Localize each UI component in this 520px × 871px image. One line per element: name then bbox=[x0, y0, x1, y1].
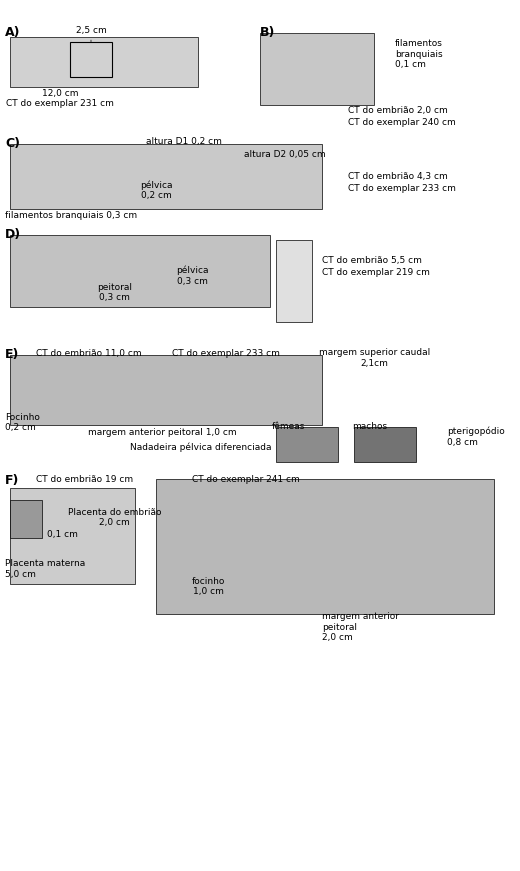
Text: 2,5 cm: 2,5 cm bbox=[75, 26, 107, 35]
Text: peitoral
0,3 cm: peitoral 0,3 cm bbox=[97, 283, 132, 302]
Text: CT do exemplar 233 cm: CT do exemplar 233 cm bbox=[348, 184, 456, 192]
Bar bbox=[70, 42, 112, 77]
FancyBboxPatch shape bbox=[10, 235, 270, 307]
FancyBboxPatch shape bbox=[260, 33, 374, 105]
Text: CT do exemplar 219 cm: CT do exemplar 219 cm bbox=[322, 268, 430, 277]
Text: machos: machos bbox=[352, 422, 387, 430]
Text: 12,0 cm: 12,0 cm bbox=[42, 89, 78, 98]
Text: A): A) bbox=[5, 26, 21, 39]
Text: filamentos branquiais 0,3 cm: filamentos branquiais 0,3 cm bbox=[5, 211, 137, 219]
Text: pterigopódio
0,8 cm: pterigopódio 0,8 cm bbox=[447, 427, 505, 447]
Text: pélvica
0,2 cm: pélvica 0,2 cm bbox=[140, 180, 172, 200]
Text: CT do exemplar 241 cm: CT do exemplar 241 cm bbox=[192, 475, 300, 483]
Text: CT do embrião 19 cm: CT do embrião 19 cm bbox=[36, 475, 134, 483]
Text: pélvica
0,3 cm: pélvica 0,3 cm bbox=[176, 266, 209, 286]
FancyBboxPatch shape bbox=[276, 427, 338, 462]
Text: CT do embrião 2,0 cm: CT do embrião 2,0 cm bbox=[348, 106, 448, 115]
FancyBboxPatch shape bbox=[156, 479, 494, 614]
Text: Focinho
0,2 cm: Focinho 0,2 cm bbox=[5, 413, 40, 432]
FancyBboxPatch shape bbox=[10, 355, 322, 425]
Text: F): F) bbox=[5, 474, 20, 487]
Text: B): B) bbox=[260, 26, 276, 39]
Text: CT do exemplar 240 cm: CT do exemplar 240 cm bbox=[348, 118, 456, 127]
Text: Placenta do embrião
2,0 cm: Placenta do embrião 2,0 cm bbox=[68, 508, 161, 527]
Text: E): E) bbox=[5, 348, 20, 361]
Text: CT do embrião 4,3 cm: CT do embrião 4,3 cm bbox=[348, 172, 448, 180]
Text: CT do embrião 11,0 cm: CT do embrião 11,0 cm bbox=[36, 349, 142, 358]
FancyBboxPatch shape bbox=[10, 500, 42, 538]
FancyBboxPatch shape bbox=[10, 144, 322, 209]
Text: D): D) bbox=[5, 228, 21, 241]
Text: margem anterior
peitoral
2,0 cm: margem anterior peitoral 2,0 cm bbox=[322, 612, 399, 642]
Text: CT do embrião 5,5 cm: CT do embrião 5,5 cm bbox=[322, 256, 422, 265]
Text: CT do exemplar 233 cm: CT do exemplar 233 cm bbox=[172, 349, 279, 358]
Text: focinho
1,0 cm: focinho 1,0 cm bbox=[191, 577, 225, 596]
Text: margem superior caudal
2,1cm: margem superior caudal 2,1cm bbox=[319, 348, 430, 368]
Text: filamentos
branquiais
0,1 cm: filamentos branquiais 0,1 cm bbox=[395, 39, 443, 69]
FancyBboxPatch shape bbox=[10, 37, 198, 87]
Text: Nadadeira pélvica diferenciada: Nadadeira pélvica diferenciada bbox=[130, 442, 271, 452]
Text: altura D2 0,05 cm: altura D2 0,05 cm bbox=[244, 150, 326, 159]
FancyBboxPatch shape bbox=[10, 488, 135, 584]
Text: margem anterior peitoral 1,0 cm: margem anterior peitoral 1,0 cm bbox=[88, 428, 237, 436]
Text: 0,1 cm: 0,1 cm bbox=[47, 530, 77, 538]
Text: Placenta materna
5,0 cm: Placenta materna 5,0 cm bbox=[5, 559, 85, 578]
Text: CT do exemplar 231 cm: CT do exemplar 231 cm bbox=[6, 99, 114, 108]
FancyBboxPatch shape bbox=[276, 240, 312, 322]
Text: fêmeas: fêmeas bbox=[272, 422, 305, 430]
Text: C): C) bbox=[5, 137, 20, 150]
FancyBboxPatch shape bbox=[354, 427, 416, 462]
Text: altura D1 0,2 cm: altura D1 0,2 cm bbox=[146, 137, 222, 145]
